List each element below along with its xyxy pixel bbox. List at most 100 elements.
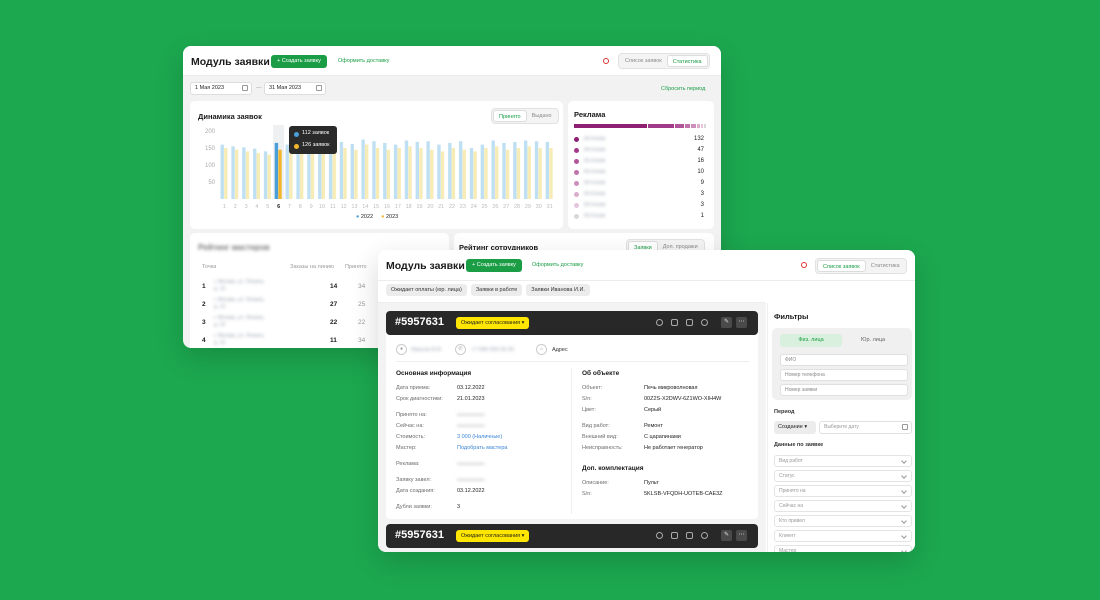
bar-2023-29[interactable]	[527, 146, 531, 199]
bar-2022-8[interactable]	[296, 141, 300, 199]
filter-select[interactable]: Вид работ	[774, 455, 912, 467]
bar-2023-30[interactable]	[538, 148, 542, 199]
notification-icon[interactable]	[801, 262, 807, 268]
edit-icon[interactable]: ✎	[721, 530, 732, 541]
bar-2022-2[interactable]	[231, 146, 235, 199]
notification-icon[interactable]	[603, 58, 609, 64]
bar-2022-6[interactable]	[274, 142, 279, 199]
document-icon[interactable]	[686, 319, 693, 326]
status-badge[interactable]: Ожидает согласования ▾	[456, 317, 530, 329]
bar-2023-24[interactable]	[473, 151, 477, 199]
bar-2022-28[interactable]	[513, 141, 517, 199]
bar-2023-4[interactable]	[256, 153, 261, 199]
bar-2022-31[interactable]	[545, 141, 550, 199]
bar-2023-13[interactable]	[354, 149, 358, 199]
bar-2023-17[interactable]	[397, 148, 401, 199]
bar-2023-20[interactable]	[430, 149, 434, 199]
bar-2022-12[interactable]	[339, 141, 344, 199]
bar-2022-30[interactable]	[534, 141, 539, 199]
bar-2023-18[interactable]	[408, 146, 412, 199]
tab-statistics[interactable]: Статистика	[666, 55, 708, 67]
bar-2022-24[interactable]	[469, 148, 474, 199]
more-icon[interactable]: ⋯	[736, 530, 747, 541]
order-number-input[interactable]: Номер заявки	[780, 384, 908, 396]
create-order-button[interactable]: + Создать заявку	[271, 55, 327, 68]
bar-2023-25[interactable]	[484, 148, 488, 199]
bar-2023-5[interactable]	[267, 154, 271, 199]
bar-2022-9[interactable]	[307, 139, 311, 200]
tab-list[interactable]: Список заявок	[625, 58, 662, 64]
print-icon[interactable]	[671, 319, 678, 326]
bar-2022-25[interactable]	[480, 144, 485, 199]
reset-period-link[interactable]: Сбросить период	[661, 86, 706, 92]
bar-2023-10[interactable]	[321, 146, 326, 199]
bar-2023-1[interactable]	[224, 148, 228, 199]
bar-2023-26[interactable]	[495, 146, 499, 199]
bar-2022-26[interactable]	[491, 140, 495, 199]
filter-select[interactable]: Статус	[774, 470, 912, 482]
table-row[interactable]: 3 г. Москва, ул. Ленина, д. 10 22 22	[190, 315, 449, 331]
chat-icon[interactable]	[701, 532, 708, 539]
tab-extra-sales[interactable]: Доп. продажи	[662, 244, 698, 250]
bar-2022-18[interactable]	[404, 140, 409, 199]
bar-2022-4[interactable]	[253, 148, 257, 199]
history-icon[interactable]	[656, 532, 663, 539]
bar-2022-20[interactable]	[426, 141, 430, 199]
filter-select[interactable]: Клиент	[774, 530, 912, 542]
print-icon[interactable]	[671, 532, 678, 539]
bar-2022-21[interactable]	[437, 144, 441, 199]
client-name[interactable]: Иванов И.И.	[411, 347, 443, 353]
filter-select[interactable]: Сейчас на	[774, 500, 912, 512]
filter-select[interactable]: Мастер	[774, 545, 912, 552]
filter-select[interactable]: Принято на	[774, 485, 912, 497]
bar-2023-2[interactable]	[234, 149, 239, 199]
bar-2022-11[interactable]	[328, 148, 333, 199]
delivery-link[interactable]: Оформить доставку	[338, 58, 390, 64]
table-row[interactable]: 2 г. Москва, ул. Ленина, д. 10 27 25	[190, 297, 449, 313]
bar-2022-22[interactable]	[448, 142, 452, 199]
document-icon[interactable]	[686, 532, 693, 539]
tab-individuals[interactable]: Физ. лица	[780, 334, 842, 347]
chip-in-work[interactable]: Заявки в работе	[470, 284, 523, 296]
date-picker[interactable]: Выберите дату	[819, 421, 912, 434]
bar-2022-14[interactable]	[361, 139, 365, 200]
bar-2023-15[interactable]	[375, 148, 380, 199]
bar-2023-14[interactable]	[365, 144, 369, 199]
bar-2022-3[interactable]	[242, 147, 246, 199]
bar-2023-8[interactable]	[299, 144, 304, 199]
create-order-button[interactable]: + Создать заявку	[466, 259, 522, 272]
history-icon[interactable]	[656, 319, 663, 326]
fio-input[interactable]: ФИО	[780, 354, 908, 366]
phone-input[interactable]: Номер телефона	[780, 369, 908, 381]
bar-2022-13[interactable]	[350, 143, 354, 199]
bar-2023-28[interactable]	[516, 148, 521, 199]
date-from-field[interactable]: 1 Мая 2023	[190, 82, 252, 95]
bar-2023-11[interactable]	[332, 149, 336, 199]
bar-2023-19[interactable]	[419, 148, 423, 199]
bar-2022-23[interactable]	[458, 141, 463, 199]
tab-issued[interactable]: Выдано	[531, 113, 552, 119]
chip-ivanov[interactable]: Заявки Иванова И.И.	[526, 284, 590, 296]
status-badge[interactable]: Ожидает согласования ▾	[456, 530, 530, 542]
tab-legal[interactable]: Юр. лица	[860, 337, 886, 343]
tab-statistics[interactable]: Статистика	[870, 263, 900, 269]
more-icon[interactable]: ⋯	[736, 317, 747, 328]
field-link[interactable]: 3 000 (Наличные)	[457, 434, 503, 440]
table-row[interactable]: 1 г. Москва, ул. Ленина, д. 10 14 34	[190, 279, 449, 295]
delivery-link[interactable]: Оформить доставку	[532, 262, 584, 268]
bar-2023-7[interactable]	[289, 148, 293, 199]
bar-2023-21[interactable]	[440, 151, 445, 199]
bar-2022-10[interactable]	[318, 142, 322, 199]
tab-list[interactable]: Список заявок	[817, 260, 866, 272]
filter-select[interactable]: Кто привел	[774, 515, 912, 527]
bar-2022-27[interactable]	[502, 142, 506, 199]
bar-2023-3[interactable]	[245, 151, 250, 199]
date-to-field[interactable]: 31 Мая 2023	[264, 82, 326, 95]
bar-2022-1[interactable]	[220, 144, 224, 199]
bar-2023-6[interactable]	[278, 149, 282, 199]
bar-2022-16[interactable]	[383, 142, 387, 199]
bar-2023-23[interactable]	[462, 149, 466, 199]
bar-2023-31[interactable]	[549, 148, 553, 199]
chip-awaiting-payment[interactable]: Ожидает оплаты (юр. лица)	[386, 284, 467, 296]
bar-2022-17[interactable]	[393, 144, 398, 199]
